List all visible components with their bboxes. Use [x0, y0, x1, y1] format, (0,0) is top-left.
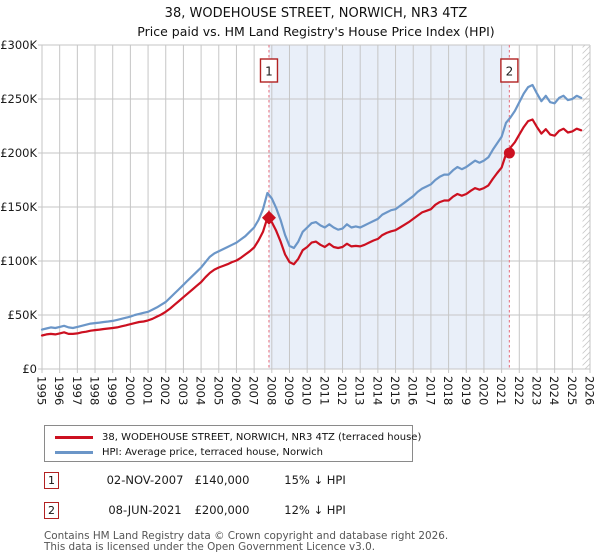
property-price-line: [40, 118, 583, 337]
x-axis-labels: 1995 1996 1997 1998 1999 2000 2001 2002 2003 2004…: [35, 376, 597, 405]
gridlines: [38, 44, 591, 373]
sale-price: £140,000: [194, 473, 250, 487]
svg-text:2010: 2010: [300, 376, 314, 405]
svg-text:2014: 2014: [370, 376, 384, 405]
svg-text:1: 1: [265, 65, 273, 79]
svg-text:2005: 2005: [211, 376, 225, 405]
svg-text:2000: 2000: [123, 376, 137, 405]
svg-text:2021: 2021: [494, 376, 508, 405]
svg-text:£300K: £300K: [0, 38, 37, 52]
chart-legend: 38, WODEHOUSE STREET, NORWICH, NR3 4TZ (…: [44, 425, 421, 462]
svg-text:£200K: £200K: [0, 146, 37, 160]
sale-2-flag: 2: [500, 58, 519, 83]
sale-1-marker: [261, 210, 276, 225]
license-footer: Contains HM Land Registry data © Crown c…: [44, 531, 594, 552]
page-subtitle: Price paid vs. HM Land Registry's House …: [137, 24, 495, 39]
svg-text:2008: 2008: [264, 376, 278, 405]
svg-text:2011: 2011: [317, 376, 331, 405]
svg-text:2026: 2026: [583, 376, 597, 405]
svg-text:1997: 1997: [70, 376, 84, 405]
sale-vs-hpi: 15% ↓ HPI: [284, 473, 346, 487]
footer-line-1: Contains HM Land Registry data © Crown c…: [44, 530, 449, 542]
svg-text:2015: 2015: [388, 376, 402, 405]
sale-number-badge: 2: [44, 502, 59, 519]
sale-number-badge: 1: [44, 472, 59, 489]
svg-text:£0: £0: [22, 362, 37, 376]
svg-text:2: 2: [506, 65, 514, 79]
svg-text:2012: 2012: [335, 376, 349, 405]
svg-text:2007: 2007: [247, 376, 261, 405]
property-line-swatch: [55, 436, 93, 439]
svg-text:2019: 2019: [459, 376, 473, 405]
sale-2-marker: [503, 147, 515, 159]
y-axis-labels: £0 £50K £100K £150K £200K £250K £300K: [0, 38, 37, 376]
sale-date: 02-NOV-2007: [106, 473, 184, 487]
svg-text:2001: 2001: [141, 376, 155, 405]
hpi-line: [40, 83, 583, 331]
svg-text:£100K: £100K: [0, 254, 37, 268]
svg-text:2025: 2025: [565, 376, 579, 405]
footer-line-2: This data is licensed under the Open Gov…: [44, 540, 376, 553]
svg-text:2016: 2016: [406, 376, 420, 405]
hpi-line-swatch: [55, 451, 93, 454]
svg-text:1995: 1995: [35, 376, 49, 405]
svg-text:2006: 2006: [229, 376, 243, 405]
svg-text:2003: 2003: [176, 376, 190, 405]
sale-annotation-row: 2 08-JUN-2021 £200,000 12% ↓ HPI: [44, 502, 464, 520]
svg-text:1996: 1996: [52, 376, 66, 405]
svg-text:2002: 2002: [158, 376, 172, 405]
svg-text:1999: 1999: [105, 376, 119, 405]
legend-item-hpi: HPI: Average price, terraced house, Norw…: [51, 445, 406, 460]
sale-vs-hpi: 12% ↓ HPI: [284, 503, 346, 517]
legend-label-property: 38, WODEHOUSE STREET, NORWICH, NR3 4TZ (…: [102, 432, 422, 443]
svg-text:2023: 2023: [529, 376, 543, 405]
sale-marker-lines: [268, 45, 510, 369]
sale-price: £200,000: [194, 503, 250, 517]
svg-text:2022: 2022: [512, 376, 526, 405]
legend-label-hpi: HPI: Average price, terraced house, Norw…: [102, 447, 323, 458]
svg-text:2018: 2018: [441, 376, 455, 405]
svg-text:£50K: £50K: [8, 308, 38, 322]
page-title: 38, WODEHOUSE STREET, NORWICH, NR3 4TZ: [164, 6, 468, 21]
svg-text:2017: 2017: [423, 376, 437, 405]
svg-text:2020: 2020: [476, 376, 490, 405]
sale-1-flag: 1: [259, 58, 279, 83]
svg-text:£250K: £250K: [0, 92, 37, 106]
legend-item-property: 38, WODEHOUSE STREET, NORWICH, NR3 4TZ (…: [51, 430, 421, 445]
svg-text:2009: 2009: [282, 376, 296, 405]
svg-text:£150K: £150K: [0, 200, 37, 214]
sale-annotation-row: 1 02-NOV-2007 £140,000 15% ↓ HPI: [44, 472, 464, 490]
svg-text:2024: 2024: [547, 376, 561, 405]
svg-text:2013: 2013: [353, 376, 367, 405]
svg-text:1998: 1998: [88, 376, 102, 405]
sale-date: 08-JUN-2021: [108, 503, 182, 517]
svg-text:2004: 2004: [194, 376, 208, 405]
